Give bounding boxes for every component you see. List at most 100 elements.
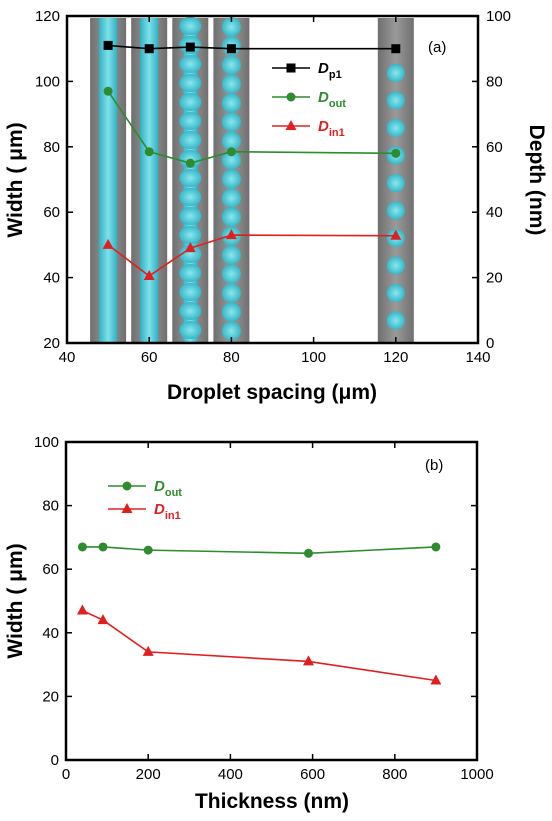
droplet-image-separate-droplets [377, 18, 414, 343]
data-point-Din1 [97, 614, 109, 625]
chart-a-series [102, 40, 402, 280]
y-tick-label: 60 [42, 561, 59, 578]
chart-a-y-axis-label: Width ( μm) [4, 122, 27, 237]
legend-label: Dout [154, 478, 182, 499]
chart-b-ticks: 0 200 400 600 800 1000 0 20 40 60 80 100 [34, 434, 494, 783]
data-point-Dout [391, 148, 401, 158]
legend-label: Din1 [318, 118, 345, 139]
data-point-Din1 [142, 645, 154, 656]
chart-b-series [76, 542, 442, 685]
legend-label-main: D [318, 118, 329, 135]
legend-label-main: D [318, 89, 329, 106]
x-tick-label: 400 [218, 766, 243, 783]
y-tick-label: 20 [42, 688, 59, 705]
legend-marker [286, 63, 296, 73]
x-tick-label: 0 [62, 766, 70, 783]
legend-label-main: D [154, 478, 165, 495]
chart-b-panel-label: (b) [425, 457, 443, 474]
y2-tick-label: 60 [486, 139, 503, 156]
y2-tick-label: 0 [486, 335, 494, 352]
data-point-Dout [143, 545, 153, 555]
data-point-Din1 [102, 238, 114, 249]
data-point-Dout [103, 86, 113, 96]
y-tick-label: 20 [43, 335, 60, 352]
legend-marker [122, 481, 132, 491]
series-Din1 [102, 229, 402, 280]
y-tick-label: 40 [42, 625, 59, 642]
y-tick-label: 100 [35, 73, 60, 90]
y-tick-label: 120 [35, 8, 60, 25]
droplet-image-continuous-line [90, 18, 127, 343]
data-point-Din1 [76, 604, 88, 615]
data-point-Din1 [184, 242, 196, 253]
droplet-image-bulged-line [172, 17, 209, 343]
data-point-Din1 [143, 269, 155, 280]
y-tick-label: 0 [51, 752, 59, 769]
data-point-Din1 [225, 229, 237, 240]
legend-label-subscript: in1 [165, 510, 181, 522]
y-tick-label: 100 [34, 434, 59, 451]
y-tick-label: 80 [43, 139, 60, 156]
series-line-Dout [82, 546, 436, 555]
y-tick-label: 80 [42, 498, 59, 515]
data-point-Dout [144, 147, 154, 157]
y2-tick-label: 80 [486, 73, 503, 90]
y-tick-label: 40 [43, 270, 60, 287]
legend-label-subscript: p1 [329, 69, 342, 81]
x-tick-label: 120 [383, 349, 408, 366]
legend-marker [286, 92, 296, 102]
x-tick-label: 60 [141, 349, 158, 366]
data-point-Dout [303, 548, 313, 558]
data-point-Din1 [430, 674, 442, 685]
data-point-Din1 [302, 655, 314, 666]
chart-a-droplet-images [90, 17, 414, 343]
data-point-Dp1 [226, 44, 236, 54]
legend-label-subscript: out [165, 487, 182, 499]
x-tick-label: 1000 [460, 766, 493, 783]
chart-a-x-axis-label: Droplet spacing (μm) [167, 381, 377, 404]
data-point-Dout [431, 542, 441, 552]
x-tick-label: 40 [59, 349, 76, 366]
x-tick-label: 800 [382, 766, 407, 783]
chart-b-y-axis-label: Width ( μm) [4, 543, 27, 658]
y2-tick-label: 100 [486, 8, 511, 25]
data-point-Dout [77, 542, 87, 552]
x-tick-label: 100 [301, 349, 326, 366]
chart-b-x-axis-label: Thickness (nm) [195, 790, 349, 813]
chart-a-plot-frame [65, 14, 480, 345]
y2-tick-label: 20 [486, 270, 503, 287]
legend-label-subscript: in1 [329, 127, 345, 139]
y2-tick-label: 40 [486, 204, 503, 221]
x-tick-label: 140 [465, 349, 490, 366]
x-tick-label: 200 [136, 766, 161, 783]
data-point-Dout [185, 158, 195, 168]
y-tick-label: 60 [43, 204, 60, 221]
chart-a: 40 60 80 100 120 1402040608010012002040608010… [4, 8, 548, 404]
x-tick-label: 80 [223, 349, 240, 366]
droplet-image-touching-droplets [213, 17, 250, 343]
chart-b-plot-frame [64, 440, 479, 762]
data-point-Dp1 [103, 40, 113, 50]
data-point-Dp1 [144, 44, 154, 54]
chart-a-ticks: 40 60 80 100 120 1402040608010012002040608010… [35, 8, 511, 366]
chart-a-panel-label: (a) [428, 39, 446, 56]
series-line-Din1 [82, 609, 437, 682]
droplet-image-continuous-line [131, 18, 168, 343]
legend-label-main: D [154, 501, 165, 518]
data-point-Din1 [390, 229, 402, 240]
legend-label: Dp1 [318, 60, 342, 81]
data-point-Dout [226, 147, 236, 157]
x-tick-label: 600 [300, 766, 325, 783]
legend-marker [121, 503, 133, 513]
data-point-Dout [98, 542, 108, 552]
data-point-Dp1 [391, 44, 401, 54]
series-Dp1 [103, 40, 401, 54]
legend-marker [285, 120, 297, 130]
data-point-Dp1 [185, 42, 195, 52]
chart-b: 0 200 400 600 800 1000 0 20 40 60 80 100 (b) Thickn… [4, 434, 494, 813]
series-Dout [77, 542, 441, 558]
legend-label: Din1 [154, 501, 181, 522]
chart-a-y2-axis-label: Depth (nm) [525, 125, 548, 236]
